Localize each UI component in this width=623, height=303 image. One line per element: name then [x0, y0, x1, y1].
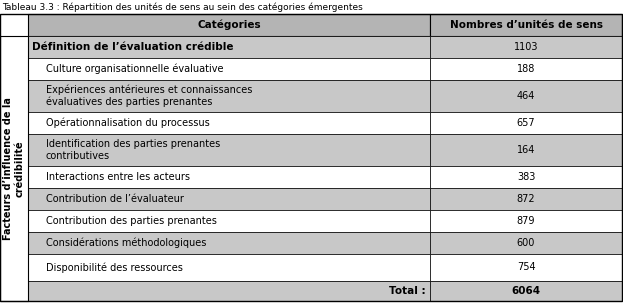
Bar: [430, 232, 622, 254]
Bar: [28, 134, 430, 166]
Bar: [28, 254, 430, 281]
Text: 383: 383: [517, 172, 535, 182]
Bar: [28, 36, 430, 58]
Bar: [0, 36, 28, 301]
Text: 6064: 6064: [511, 286, 541, 296]
Text: Nombres d’unités de sens: Nombres d’unités de sens: [450, 20, 602, 30]
Bar: [28, 58, 430, 80]
Text: Expériences antérieures et connaissances
évaluatives des parties prenantes: Expériences antérieures et connaissances…: [46, 85, 252, 107]
Bar: [430, 254, 622, 281]
Bar: [28, 210, 430, 232]
Text: 188: 188: [517, 64, 535, 74]
Text: Considérations méthodologiques: Considérations méthodologiques: [46, 238, 206, 248]
Bar: [28, 281, 430, 301]
Bar: [430, 134, 622, 166]
Text: Contribution des parties prenantes: Contribution des parties prenantes: [46, 216, 217, 226]
Bar: [430, 188, 622, 210]
Bar: [28, 188, 430, 210]
Bar: [28, 80, 430, 112]
Text: Contribution de l’évaluateur: Contribution de l’évaluateur: [46, 194, 184, 204]
Text: 872: 872: [516, 194, 535, 204]
Text: Facteurs d’influence de la
crédibilité: Facteurs d’influence de la crédibilité: [3, 97, 25, 240]
Text: 1103: 1103: [514, 42, 538, 52]
Text: Disponibilité des ressources: Disponibilité des ressources: [46, 262, 183, 273]
Text: 754: 754: [516, 262, 535, 272]
Bar: [430, 210, 622, 232]
Bar: [430, 36, 622, 58]
Bar: [430, 14, 622, 36]
Text: Tableau 3.3 : Répartition des unités de sens au sein des catégories émergentes: Tableau 3.3 : Répartition des unités de …: [2, 2, 363, 12]
Text: Total :: Total :: [389, 286, 426, 296]
Bar: [430, 281, 622, 301]
Text: Catégories: Catégories: [197, 20, 261, 30]
Bar: [28, 14, 430, 36]
Bar: [28, 112, 430, 134]
Bar: [430, 80, 622, 112]
Text: 657: 657: [516, 118, 535, 128]
Text: Interactions entre les acteurs: Interactions entre les acteurs: [46, 172, 190, 182]
Text: 600: 600: [517, 238, 535, 248]
Text: 879: 879: [516, 216, 535, 226]
Bar: [28, 232, 430, 254]
Text: 464: 464: [517, 91, 535, 101]
Text: 164: 164: [517, 145, 535, 155]
Bar: [430, 166, 622, 188]
Bar: [430, 58, 622, 80]
Text: Définition de l’évaluation crédible: Définition de l’évaluation crédible: [32, 42, 234, 52]
Bar: [430, 112, 622, 134]
Text: Opérationnalisation du processus: Opérationnalisation du processus: [46, 118, 210, 128]
Text: Identification des parties prenantes
contributives: Identification des parties prenantes con…: [46, 139, 221, 161]
Bar: [28, 166, 430, 188]
Text: Culture organisationnelle évaluative: Culture organisationnelle évaluative: [46, 64, 224, 74]
